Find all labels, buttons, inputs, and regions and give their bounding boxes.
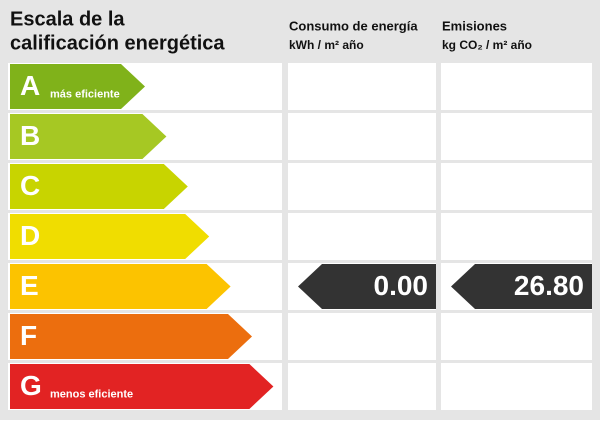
indicator-arrow [298,264,436,309]
cell [441,63,592,110]
cell [441,163,592,210]
rating-letter: A [20,70,40,101]
column-unit: kWh / m² año [289,38,364,52]
rating-arrow [10,364,274,409]
cell [441,313,592,360]
rating-letter: G [20,370,42,401]
cell [288,163,436,210]
rating-arrow [10,164,188,209]
column-title: Emisiones [442,18,507,33]
rating-arrow [10,314,252,359]
rating-letter: C [20,170,40,201]
rating-arrow [10,114,167,159]
cell [441,213,592,260]
column-title: Consumo de energía [289,18,418,33]
rating-letter: D [20,220,40,251]
rating-letter: F [20,320,37,351]
cell [441,113,592,160]
rating-letter: E [20,270,39,301]
rating-note: más eficiente [50,88,120,100]
cell [288,113,436,160]
cell [288,213,436,260]
cell [288,63,436,110]
title: calificación energética [10,32,225,54]
rating-note: menos eficiente [50,388,133,400]
indicator-value: 0.00 [374,270,429,301]
rating-arrow [10,214,210,259]
indicator-value: 26.80 [514,270,584,301]
rating-letter: B [20,120,40,151]
cell [288,313,436,360]
cell [288,363,436,410]
rating-arrow [10,64,145,109]
column-unit: kg CO₂ / m² año [442,38,532,52]
rating-arrow [10,264,231,309]
cell [441,363,592,410]
title: Escala de la [10,8,125,30]
indicator-arrow [451,264,592,309]
